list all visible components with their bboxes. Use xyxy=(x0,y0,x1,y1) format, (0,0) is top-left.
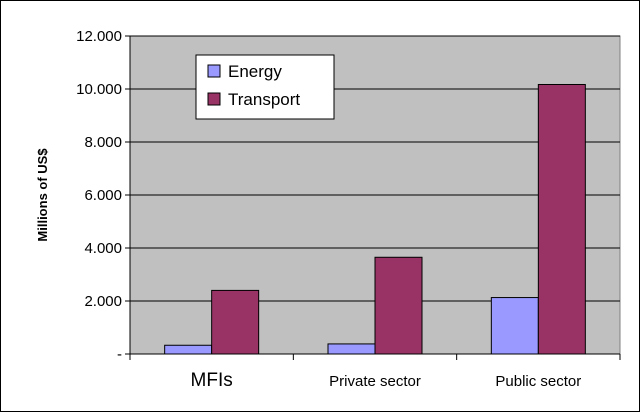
y-tick-label: 6.000 xyxy=(84,187,122,204)
y-tick-label: 12.000 xyxy=(76,28,122,45)
bar-transport-2 xyxy=(537,83,586,355)
y-tick-label: - xyxy=(117,346,122,363)
bar-energy-0 xyxy=(164,344,213,355)
bar-energy-1 xyxy=(327,343,376,355)
x-tick-label: Private sector xyxy=(329,373,421,390)
x-tick-label: MFIs xyxy=(191,370,233,391)
y-tick-labels: - 2.000 4.000 6.000 8.000 10.000 12.000 xyxy=(76,28,122,363)
x-tick-label: Public sector xyxy=(495,373,581,390)
legend-label-energy: Energy xyxy=(228,62,282,81)
axes xyxy=(125,35,621,360)
legend-swatch-transport xyxy=(207,92,221,106)
y-axis-title: Millions of US$ xyxy=(35,148,50,242)
legend-label-transport: Transport xyxy=(228,90,300,109)
bar-transport-1 xyxy=(374,256,423,355)
bar-transport-0 xyxy=(211,289,260,355)
legend-swatch-energy xyxy=(207,64,221,78)
bar-energy-2 xyxy=(490,297,539,355)
y-tick-label: 2.000 xyxy=(84,293,122,310)
bars xyxy=(164,83,586,355)
y-tick-label: 10.000 xyxy=(76,81,122,98)
legend: Energy Transport xyxy=(195,54,335,120)
x-tick-labels: MFIs Private sector Public sector xyxy=(191,370,582,391)
y-tick-label: 8.000 xyxy=(84,134,122,151)
y-tick-label: 4.000 xyxy=(84,240,122,257)
